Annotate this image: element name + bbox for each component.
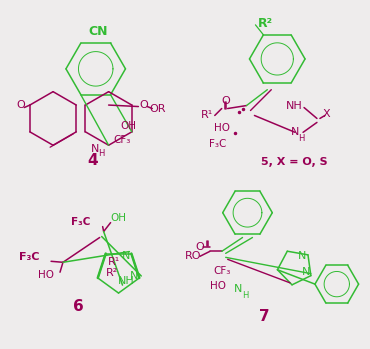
Text: HO: HO [38,270,54,280]
Text: HO: HO [214,123,230,133]
Text: N: N [233,284,242,294]
Text: RO: RO [185,251,201,261]
Text: R¹: R¹ [201,111,213,120]
Text: X: X [323,110,331,119]
Text: F₃C: F₃C [19,252,40,262]
Text: OH: OH [111,213,127,223]
Text: CF₃: CF₃ [213,266,231,276]
Text: H: H [98,149,105,158]
Text: R²: R² [105,268,118,278]
Text: F₃C: F₃C [209,139,226,149]
Text: N: N [291,127,299,138]
Text: OR: OR [149,104,165,113]
Text: F₃C: F₃C [71,217,91,227]
Text: N: N [298,251,306,261]
Text: R¹: R¹ [108,257,120,267]
Text: N: N [122,251,131,261]
Text: O: O [139,99,148,110]
Text: O: O [16,99,25,110]
Text: 6: 6 [74,299,84,314]
Text: O: O [221,96,230,106]
Text: CN: CN [88,25,107,38]
Text: OH: OH [121,121,137,131]
Text: NH: NH [286,101,303,111]
Text: 4: 4 [87,153,98,168]
Text: N: N [91,144,99,154]
Text: O: O [195,243,204,252]
Text: N: N [130,271,138,281]
Text: H: H [298,134,304,143]
Text: H: H [242,290,249,299]
Text: NH: NH [118,276,135,286]
Text: 5, X = O, S: 5, X = O, S [261,157,327,167]
Text: CF₃: CF₃ [114,135,131,145]
Text: 7: 7 [259,309,270,324]
Text: HO: HO [210,281,226,291]
Text: N: N [302,267,310,277]
Text: R²: R² [258,17,273,30]
